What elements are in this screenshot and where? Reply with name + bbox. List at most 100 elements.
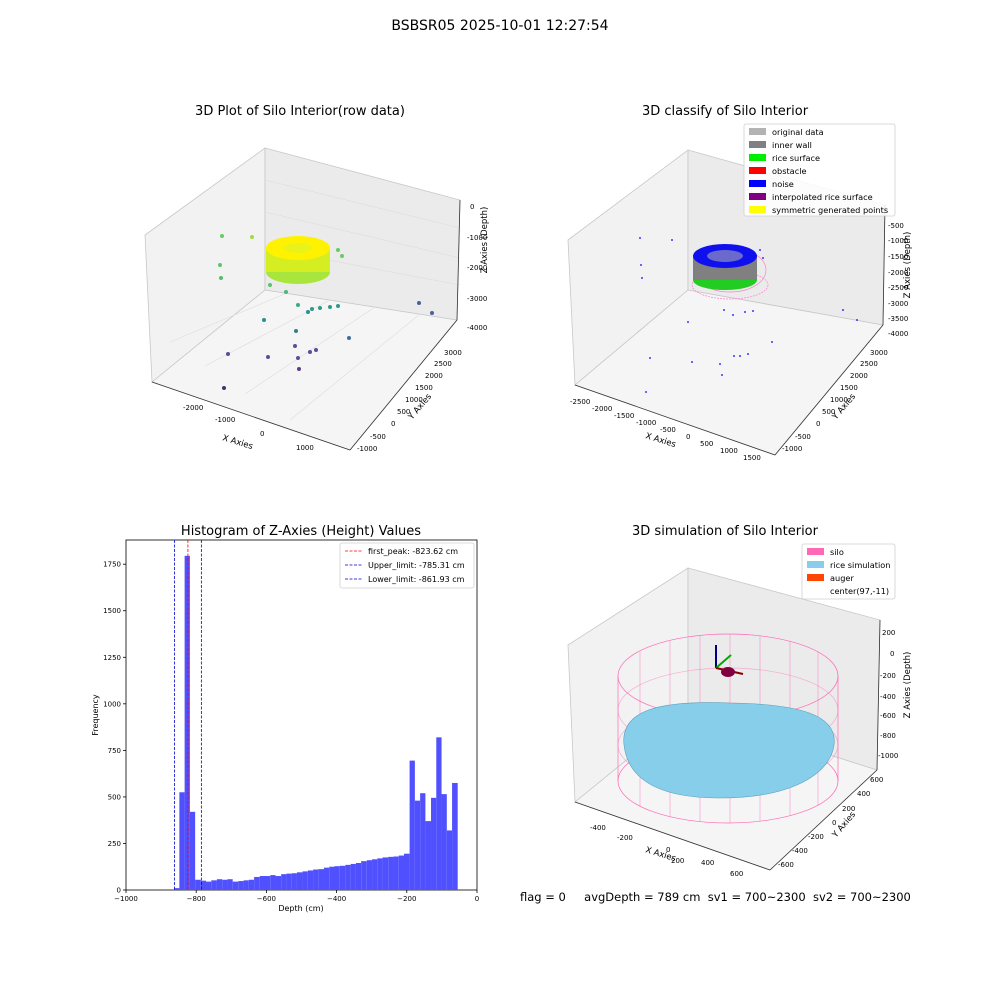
hist-bar-35 bbox=[361, 861, 367, 890]
hist-bar-34 bbox=[355, 863, 362, 890]
hist-bar-44 bbox=[409, 760, 415, 890]
p2-xtick-7: 1000 bbox=[720, 447, 738, 455]
hist-bar-30 bbox=[334, 866, 340, 890]
panel1-zlabel: Z Axies (Depth) bbox=[480, 207, 490, 274]
p2-ytick-3: 500 bbox=[822, 408, 835, 416]
histogram-bars bbox=[174, 555, 458, 890]
hist-bar-38 bbox=[377, 858, 383, 890]
p2-ztick-4: -2500 bbox=[888, 284, 908, 292]
p2-legend-swatch-innerwall bbox=[749, 141, 766, 148]
hist-xtick-label-2: −600 bbox=[257, 895, 276, 903]
p1-ytick-0: -1000 bbox=[357, 445, 377, 453]
p4-legend-rice: rice simulation bbox=[830, 560, 890, 570]
hist-bar-51 bbox=[446, 830, 453, 890]
p4-xtick-3: 200 bbox=[671, 857, 684, 865]
hist-bar-3 bbox=[189, 811, 196, 890]
hist-bar-16 bbox=[259, 876, 265, 890]
panel2-x-ticks: -2500 -2000 -1500 -1000 -500 0 500 1000 … bbox=[570, 398, 761, 462]
hist-bar-15 bbox=[254, 876, 260, 890]
p4-ztick-6: -1000 bbox=[878, 752, 898, 760]
p4-ztick-1: 0 bbox=[890, 650, 894, 658]
hist-bar-11 bbox=[232, 881, 239, 890]
hist-ytick-label-1: 250 bbox=[108, 840, 121, 848]
histogram-legend: first_peak: -823.62 cm Upper_limit: -785… bbox=[339, 542, 475, 589]
hist-bar-31 bbox=[339, 865, 346, 890]
hist-legend-lower: Lower_limit: -861.93 cm bbox=[368, 575, 465, 584]
p2-xtick-4: -500 bbox=[660, 426, 676, 434]
p2-ytick-4: 1000 bbox=[830, 396, 848, 404]
hist-bar-5 bbox=[200, 880, 207, 890]
panel3-title: Histogram of Z-Axies (Height) Values bbox=[180, 524, 422, 539]
hist-bar-9 bbox=[222, 879, 228, 890]
panel4-x-ticks: -400 -200 0 200 400 600 bbox=[590, 824, 743, 878]
p2-ztick-5: -3000 bbox=[888, 300, 908, 308]
panel4-xlabel: X Axies bbox=[644, 845, 677, 864]
p1-ytick-1: -500 bbox=[370, 433, 386, 441]
p2-legend-symmetric: symmetric generated points bbox=[772, 205, 888, 215]
p2-ytick-8: 3000 bbox=[870, 349, 888, 357]
p2-ytick-5: 1500 bbox=[840, 384, 858, 392]
panel2-zlabel: Z Axies (Depth) bbox=[903, 232, 913, 299]
p4-legend-swatch-auger bbox=[807, 574, 824, 581]
p1-ytick-3: 500 bbox=[397, 408, 410, 416]
hist-bar-47 bbox=[425, 821, 432, 890]
p2-legend-noise: noise bbox=[772, 179, 794, 189]
p4-ztick-3: -400 bbox=[880, 693, 896, 701]
hist-bar-0 bbox=[174, 888, 180, 890]
hist-legend-peak: first_peak: -823.62 cm bbox=[368, 547, 458, 556]
p4-xtick-1: -200 bbox=[617, 834, 633, 842]
p2-ytick-6: 2000 bbox=[850, 372, 868, 380]
panel4-chart: -400 -200 0 200 400 600 X Axies -600 -40… bbox=[567, 543, 913, 878]
p1-xtick-1: -1000 bbox=[215, 416, 235, 424]
p1-ztick-4: -4000 bbox=[467, 324, 487, 332]
p2-legend-swatch-interp bbox=[749, 193, 766, 200]
hist-xtick-label-4: −200 bbox=[397, 895, 416, 903]
p4-ztick-5: -800 bbox=[880, 732, 896, 740]
hist-bar-8 bbox=[216, 879, 223, 890]
hist-bar-45 bbox=[414, 800, 421, 890]
p2-legend-swatch-obstacle bbox=[749, 167, 766, 174]
p4-xtick-4: 400 bbox=[701, 859, 714, 867]
p2-ztick-3: -2000 bbox=[888, 269, 908, 277]
p4-ytick-4: 200 bbox=[842, 805, 855, 813]
p1-ytick-7: 2500 bbox=[434, 360, 452, 368]
histogram-chart: −1000 −800 −600 −400 −200 0 0 250 500 750 1000 125… bbox=[91, 539, 479, 913]
sv1-text: sv1 = 700~2300 bbox=[707, 890, 806, 904]
hist-bar-36 bbox=[366, 860, 373, 890]
hist-bar-10 bbox=[227, 879, 233, 890]
p1-ztick-1: -1000 bbox=[467, 234, 487, 242]
p1-ztick-2: -2000 bbox=[467, 264, 487, 272]
p2-legend-innerwall: inner wall bbox=[772, 140, 812, 150]
hist-bar-49 bbox=[436, 737, 442, 890]
hist-ytick-label-0: 0 bbox=[117, 887, 121, 895]
hist-bar-39 bbox=[382, 857, 389, 890]
panel4-legend: silo rice simulation auger center(97,-11… bbox=[801, 543, 896, 600]
p2-legend-interp: interpolated rice surface bbox=[772, 192, 873, 202]
p4-legend-center: center(97,-11) bbox=[830, 586, 889, 596]
panel2-chart: -2500 -2000 -1500 -1000 -500 0 500 1000 … bbox=[567, 123, 913, 462]
p4-ytick-2: -200 bbox=[808, 833, 824, 841]
p2-ytick-7: 2500 bbox=[860, 360, 878, 368]
hist-ytick-label-5: 1250 bbox=[103, 654, 121, 662]
p1-xtick-0: -2000 bbox=[183, 404, 203, 412]
p1-ytick-5: 1500 bbox=[415, 384, 433, 392]
hist-bar-26 bbox=[313, 869, 319, 890]
p4-ztick-4: -600 bbox=[880, 712, 896, 720]
p1-ytick-4: 1000 bbox=[405, 396, 423, 404]
hist-bar-42 bbox=[398, 855, 404, 890]
p1-ztick-0: 0 bbox=[470, 203, 474, 211]
p2-xtick-6: 500 bbox=[700, 440, 713, 448]
hist-bar-23 bbox=[296, 872, 303, 890]
hist-bar-40 bbox=[388, 856, 394, 890]
p4-ytick-3: 0 bbox=[832, 819, 836, 827]
p2-ztick-2: -1500 bbox=[888, 253, 908, 261]
p1-ztick-3: -3000 bbox=[467, 295, 487, 303]
hist-bar-12 bbox=[238, 881, 244, 890]
p4-ztick-2: -200 bbox=[880, 672, 896, 680]
panel2-z-ticks: -500 -1000 -1500 -2000 -2500 -3000 -3500… bbox=[888, 222, 908, 338]
panel1-z-ticks: 0 -1000 -2000 -3000 -4000 bbox=[467, 203, 487, 332]
p2-legend-swatch-rice bbox=[749, 154, 766, 161]
p2-xtick-1: -2000 bbox=[592, 405, 612, 413]
hist-bar-27 bbox=[318, 869, 324, 890]
hist-bar-7 bbox=[211, 880, 217, 890]
